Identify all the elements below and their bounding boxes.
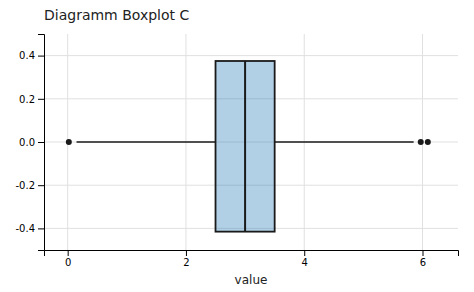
x-tick-label: 0 bbox=[65, 257, 71, 268]
outlier bbox=[418, 139, 424, 145]
y-tick: 0.4 bbox=[19, 50, 44, 61]
chart: 0 2 4 6 -0.4 -0.2 0.0 0.2 0.4 Diagramm Boxplot C v… bbox=[0, 0, 474, 292]
y-tick-mark bbox=[38, 56, 44, 57]
x-axis-title: value bbox=[235, 273, 268, 287]
y-tick: -0.2 bbox=[15, 180, 44, 191]
outlier bbox=[425, 139, 431, 145]
x-tick-mark bbox=[68, 250, 69, 256]
x-tick-mark bbox=[186, 250, 187, 256]
marks bbox=[66, 61, 431, 232]
box bbox=[216, 61, 275, 232]
x-tick: 6 bbox=[420, 250, 426, 268]
x-tick: 4 bbox=[302, 250, 308, 268]
x-tick: 0 bbox=[65, 250, 71, 268]
x-tick-label: 6 bbox=[420, 257, 426, 268]
y-tick-label: -0.4 bbox=[15, 223, 35, 234]
grid-line bbox=[44, 55, 458, 56]
x-axis: 0 2 4 6 bbox=[45, 250, 459, 268]
grid bbox=[44, 34, 458, 250]
y-tick-label: 0.2 bbox=[19, 94, 35, 105]
y-tick-label: 0.0 bbox=[19, 137, 35, 148]
plot-area: 0 2 4 6 -0.4 -0.2 0.0 0.2 0.4 bbox=[15, 34, 458, 268]
y-tick-mark bbox=[38, 142, 44, 143]
whisker bbox=[77, 141, 216, 143]
y-axis: -0.4 -0.2 0.0 0.2 0.4 bbox=[15, 35, 44, 251]
x-tick-label: 4 bbox=[302, 257, 308, 268]
y-tick-label: -0.2 bbox=[15, 180, 35, 191]
outlier bbox=[66, 139, 72, 145]
y-tick-label: 0.4 bbox=[19, 50, 35, 61]
x-axis-line bbox=[45, 251, 459, 257]
title: Diagramm Boxplot C bbox=[44, 7, 190, 23]
y-axis-line bbox=[38, 35, 45, 251]
y-tick: -0.4 bbox=[15, 223, 44, 234]
y-tick: 0.2 bbox=[19, 94, 44, 105]
whisker bbox=[275, 141, 414, 143]
y-tick-mark bbox=[38, 99, 44, 100]
x-tick-label: 2 bbox=[183, 257, 189, 268]
x-tick: 2 bbox=[183, 250, 189, 268]
x-tick-mark bbox=[423, 250, 424, 256]
x-tick-mark bbox=[304, 250, 305, 256]
median bbox=[244, 61, 246, 232]
y-tick: 0.0 bbox=[19, 137, 44, 148]
y-tick-mark bbox=[38, 185, 44, 186]
y-tick-mark bbox=[38, 228, 44, 229]
